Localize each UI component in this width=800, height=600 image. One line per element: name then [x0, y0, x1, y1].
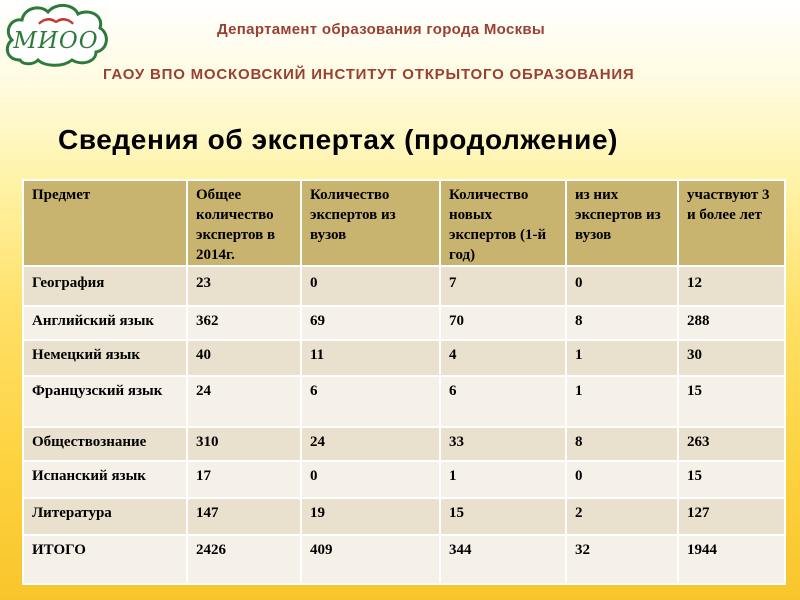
table-cell: 24	[186, 375, 302, 428]
column-header: Общее количество экспертов в 2014г.	[186, 179, 302, 267]
table-cell: 30	[677, 339, 786, 377]
table-cell: 1	[439, 460, 567, 499]
table-header-row: Предмет Общее количество экспертов в 201…	[22, 179, 786, 267]
column-header: Количество экспертов из вузов	[300, 179, 441, 267]
table-cell: 15	[677, 460, 786, 499]
table-cell: 2426	[186, 534, 302, 585]
table-row: Обществознание 310 24 33 8 263	[22, 426, 786, 462]
department-heading: Департамент образования города Москвы	[217, 21, 546, 38]
table-cell: 1	[565, 375, 679, 428]
table-cell: 40	[186, 339, 302, 377]
table-cell: 127	[677, 497, 786, 536]
table-cell: 33	[439, 426, 567, 462]
table-cell: 7	[439, 265, 567, 307]
table-cell: 8	[565, 426, 679, 462]
table-cell: 11	[300, 339, 441, 377]
table-cell: Литература	[22, 497, 188, 536]
table-cell: 0	[565, 265, 679, 307]
table-cell: 4	[439, 339, 567, 377]
table-cell: 70	[439, 305, 567, 341]
table-row: Немецкий язык 40 11 4 1 30	[22, 339, 786, 377]
experts-table: Предмет Общее количество экспертов в 201…	[22, 179, 786, 585]
logo-text: МИОО	[13, 28, 99, 54]
column-header: Предмет	[22, 179, 188, 267]
table-cell: 263	[677, 426, 786, 462]
table-cell: Испанский язык	[22, 460, 188, 499]
table-cell: 409	[300, 534, 441, 585]
table-row: Французский язык 24 6 6 1 15	[22, 375, 786, 428]
table-cell: Обществознание	[22, 426, 188, 462]
table-cell: 69	[300, 305, 441, 341]
table-cell: 19	[300, 497, 441, 536]
table-cell: 6	[439, 375, 567, 428]
table-row: Литература 147 19 15 2 127	[22, 497, 786, 536]
open-book-icon	[38, 18, 74, 25]
table-cell: 24	[300, 426, 441, 462]
table-cell: 0	[300, 460, 441, 499]
table-cell: 12	[677, 265, 786, 307]
table-row-total: ИТОГО 2426 409 344 32 1944	[22, 534, 786, 585]
table-cell: 1	[565, 339, 679, 377]
table-cell: 344	[439, 534, 567, 585]
page-title: Сведения об экспертах (продолжение)	[58, 124, 619, 155]
table-row: География 23 0 7 0 12	[22, 265, 786, 307]
column-header: Количество новых экспертов (1-й год)	[439, 179, 567, 267]
table-row: Испанский язык 17 0 1 0 15	[22, 460, 786, 499]
table-cell: Французский язык	[22, 375, 188, 428]
table-cell: 8	[565, 305, 679, 341]
table-cell: 32	[565, 534, 679, 585]
table-cell: 2	[565, 497, 679, 536]
logo: МИОО	[2, 2, 110, 68]
table-cell: Немецкий язык	[22, 339, 188, 377]
table-cell: География	[22, 265, 188, 307]
column-header: из них экспертов из вузов	[565, 179, 679, 267]
table-cell: ИТОГО	[22, 534, 188, 585]
table-cell: 23	[186, 265, 302, 307]
table-cell: 1944	[677, 534, 786, 585]
table-cell: 310	[186, 426, 302, 462]
table-cell: 0	[300, 265, 441, 307]
table-cell: 6	[300, 375, 441, 428]
table-cell: 0	[565, 460, 679, 499]
institute-heading: ГАОУ ВПО МОСКОВСКИЙ ИНСТИТУТ ОТКРЫТОГО О…	[103, 66, 635, 83]
logo-cloud-shape	[5, 4, 108, 67]
column-header: участвуют 3 и более лет	[677, 179, 786, 267]
table-cell: 15	[439, 497, 567, 536]
table-row: Английский язык 362 69 70 8 288	[22, 305, 786, 341]
table-cell: 288	[677, 305, 786, 341]
table-cell: 362	[186, 305, 302, 341]
table-cell: 147	[186, 497, 302, 536]
table-cell: 17	[186, 460, 302, 499]
table-cell: 15	[677, 375, 786, 428]
table-cell: Английский язык	[22, 305, 188, 341]
